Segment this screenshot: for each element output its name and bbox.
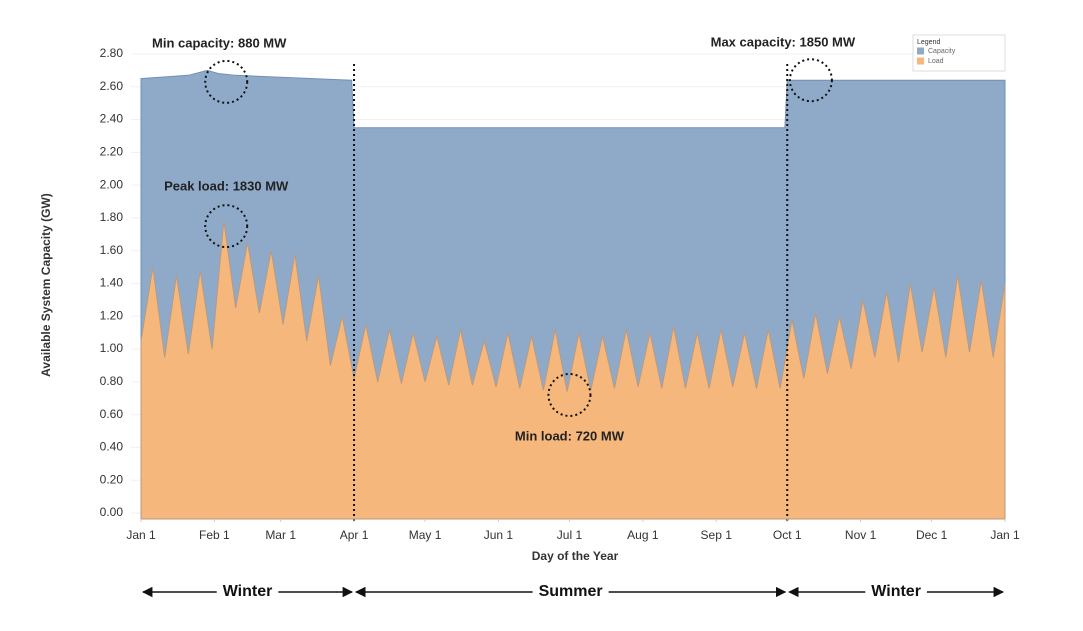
x-tick-label: Mar 1 [265, 528, 296, 542]
x-tick-label: Feb 1 [199, 528, 230, 542]
x-tick-label: Dec 1 [916, 528, 948, 542]
x-tick-label: Apr 1 [340, 528, 369, 542]
season-label: Summer [539, 583, 603, 600]
area [140, 221, 1006, 520]
season-label-bg [216, 582, 279, 602]
annotation-circle [204, 59, 249, 104]
x-tick-label: May 1 [409, 528, 442, 542]
y-tick-label: 1.20 [100, 308, 124, 322]
x-tick-label: Aug 1 [627, 528, 659, 542]
x-tick-label: Sep 1 [701, 528, 733, 542]
y-tick-label: 2.60 [100, 79, 124, 93]
legend-label: Load [928, 58, 944, 65]
y-tick-label: 1.00 [100, 341, 124, 355]
season-label-bg [865, 582, 927, 602]
y-tick-label: 0.40 [100, 440, 124, 454]
annotation-text: Peak load: 1830 MW [164, 179, 289, 194]
season-label: Winter [223, 583, 273, 600]
y-tick-label: 2.80 [100, 46, 124, 60]
x-axis-title: Day of the Year [532, 549, 619, 563]
legend-title: Legend [917, 39, 940, 46]
x-tick-label: Oct 1 [773, 528, 802, 542]
y-axis-title: Available System Capacity (GW) [39, 193, 53, 377]
x-tick-label: Jan 1 [126, 528, 156, 542]
x-tick-label: Nov 1 [845, 528, 877, 542]
x-tick-label: Jul 1 [557, 528, 583, 542]
y-tick-label: 1.60 [100, 243, 124, 257]
annotation-text: Min load: 720 MW [515, 428, 625, 443]
annotation-circle [204, 204, 249, 249]
x-tick-label: Jun 1 [484, 528, 514, 542]
y-tick-label: 1.40 [100, 276, 124, 290]
season-label-bg [532, 582, 609, 602]
y-tick-label: 2.00 [100, 177, 124, 191]
legend-box [912, 34, 1006, 72]
x-tick-label: Jan 1 [990, 528, 1020, 542]
legend-swatch [917, 57, 924, 65]
legend-swatch [917, 47, 924, 55]
y-tick-label: 0.20 [100, 472, 124, 486]
annotation-text: Max capacity: 1850 MW [711, 35, 856, 50]
y-tick-label: 0.80 [100, 374, 124, 388]
legend: Legend [912, 34, 1006, 72]
legend-label: Capacity [928, 48, 956, 55]
y-tick-label: 2.20 [100, 145, 124, 159]
annotation-circle [788, 58, 833, 103]
y-tick-label: 0.00 [100, 505, 124, 519]
y-tick-label: 1.80 [100, 210, 124, 224]
plot-area [140, 69, 1006, 520]
annotation-text: Min capacity: 880 MW [152, 35, 287, 50]
y-tick-label: 0.60 [100, 407, 124, 421]
y-tick-label: 2.40 [100, 112, 124, 126]
season-label: Winter [871, 583, 921, 600]
annotation-circle [547, 372, 592, 417]
overlay: Winter Summer Winter Min capacity: 880 MW Pe… [141, 35, 1005, 602]
